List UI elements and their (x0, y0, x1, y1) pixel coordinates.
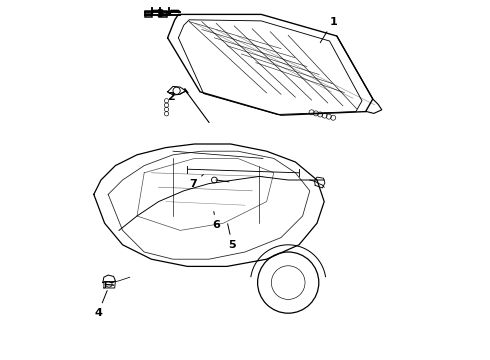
Text: 1: 1 (320, 17, 337, 42)
Text: 4: 4 (94, 291, 107, 318)
Text: 6: 6 (212, 212, 220, 230)
Bar (159, 11, 167, 17)
Bar (145, 11, 152, 17)
Text: 3: 3 (157, 9, 168, 19)
Text: 2: 2 (167, 91, 187, 102)
Text: 7: 7 (189, 175, 203, 189)
Text: 5: 5 (228, 224, 236, 250)
